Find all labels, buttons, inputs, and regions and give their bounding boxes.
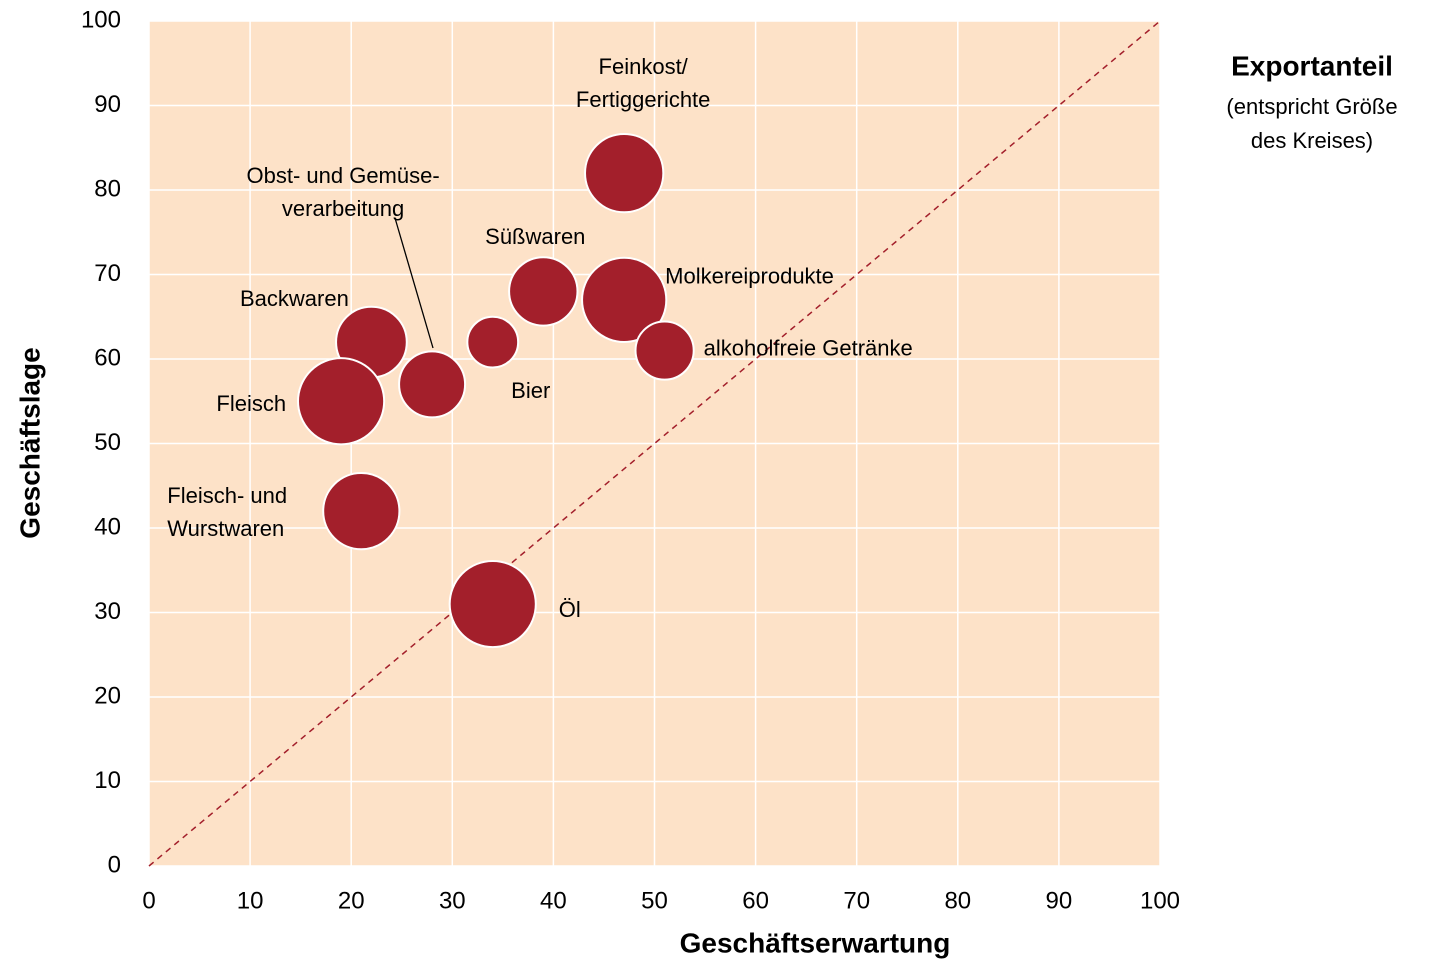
leader-line: [394, 217, 434, 349]
x-tick-label: 100: [1140, 887, 1180, 914]
bubble: [297, 357, 386, 446]
x-tick-label: 90: [1046, 887, 1073, 914]
x-tick-label: 70: [843, 887, 870, 914]
bubble: [508, 256, 579, 327]
point-label: verarbeitung: [282, 196, 404, 221]
x-tick-label: 80: [944, 887, 971, 914]
y-tick-label: 0: [108, 851, 121, 878]
point-label: Molkereiprodukte: [665, 264, 834, 289]
point-label: Wurstwaren: [167, 516, 284, 541]
point-label: alkoholfreie Getränke: [704, 335, 913, 360]
legend-text: (entspricht Größe: [1226, 94, 1397, 119]
legend-title: Exportanteil: [1231, 50, 1393, 81]
y-tick-label: 90: [94, 91, 121, 118]
bubble: [448, 559, 537, 649]
bubble: [466, 315, 520, 369]
y-tick-label: 20: [94, 682, 121, 709]
point-label: Fertiggerichte: [576, 87, 711, 112]
bubble: [322, 472, 401, 551]
x-tick-label: 20: [338, 887, 365, 914]
point-label: Feinkost/: [599, 54, 689, 79]
y-tick-label: 30: [94, 598, 121, 625]
bubble: [581, 256, 668, 343]
x-axis-label: Geschäftserwartung: [680, 927, 951, 958]
y-tick-label: 40: [94, 513, 121, 540]
y-tick-label: 10: [94, 767, 121, 794]
x-tick-label: 60: [742, 887, 769, 914]
x-tick-label: 30: [439, 887, 466, 914]
y-tick-label: 80: [94, 175, 121, 202]
y-axis-label: Geschäftslage: [14, 347, 45, 538]
y-tick-label: 50: [94, 429, 121, 456]
point-label: Fleisch- und: [167, 483, 287, 508]
y-tick-label: 70: [94, 260, 121, 287]
x-tick-label: 10: [237, 887, 264, 914]
point-label: Bier: [511, 378, 550, 403]
y-tick-label: 100: [81, 6, 121, 33]
point-label: Backwaren: [240, 286, 349, 311]
x-tick-label: 50: [641, 887, 668, 914]
legend-text: des Kreises): [1251, 128, 1373, 153]
y-tick-label: 60: [94, 344, 121, 371]
bubble: [584, 132, 665, 214]
point-label: Obst- und Gemüse-: [246, 163, 439, 188]
point-label: Öl: [559, 597, 581, 622]
x-tick-label: 0: [142, 887, 155, 914]
x-tick-label: 40: [540, 887, 567, 914]
point-label: Süßwaren: [485, 224, 585, 249]
bubble: [398, 350, 467, 419]
bubble: [634, 320, 695, 381]
point-label: Fleisch: [216, 391, 286, 416]
